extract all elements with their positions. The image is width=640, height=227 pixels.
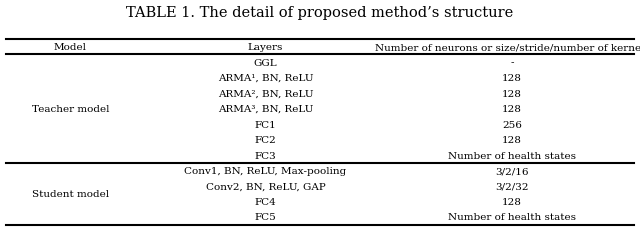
Text: FC5: FC5 [255,212,276,222]
Text: 128: 128 [502,136,522,144]
Text: Teacher model: Teacher model [31,105,109,114]
Text: 128: 128 [502,74,522,83]
Text: FC2: FC2 [255,136,276,144]
Text: ARMA², BN, ReLU: ARMA², BN, ReLU [218,89,314,98]
Text: GGL: GGL [254,58,277,67]
Text: FC3: FC3 [255,151,276,160]
Text: FC1: FC1 [255,120,276,129]
Text: TABLE 1. The detail of proposed method’s structure: TABLE 1. The detail of proposed method’s… [126,6,514,20]
Text: 3/2/32: 3/2/32 [495,182,529,191]
Text: Conv2, BN, ReLU, GAP: Conv2, BN, ReLU, GAP [205,182,326,191]
Text: Student model: Student model [32,189,109,198]
Text: 256: 256 [502,120,522,129]
Text: Number of health states: Number of health states [448,151,576,160]
Text: Layers: Layers [248,43,284,52]
Text: Conv1, BN, ReLU, Max-pooling: Conv1, BN, ReLU, Max-pooling [184,166,347,175]
Text: Model: Model [54,43,87,52]
Text: ARMA³, BN, ReLU: ARMA³, BN, ReLU [218,105,314,114]
Text: 128: 128 [502,89,522,98]
Text: FC4: FC4 [255,197,276,206]
Text: 128: 128 [502,197,522,206]
Text: -: - [510,58,514,67]
Text: 128: 128 [502,105,522,114]
Text: Number of health states: Number of health states [448,212,576,222]
Text: Number of neurons or size/stride/number of kernels: Number of neurons or size/stride/number … [374,43,640,52]
Text: 3/2/16: 3/2/16 [495,166,529,175]
Text: ARMA¹, BN, ReLU: ARMA¹, BN, ReLU [218,74,314,83]
